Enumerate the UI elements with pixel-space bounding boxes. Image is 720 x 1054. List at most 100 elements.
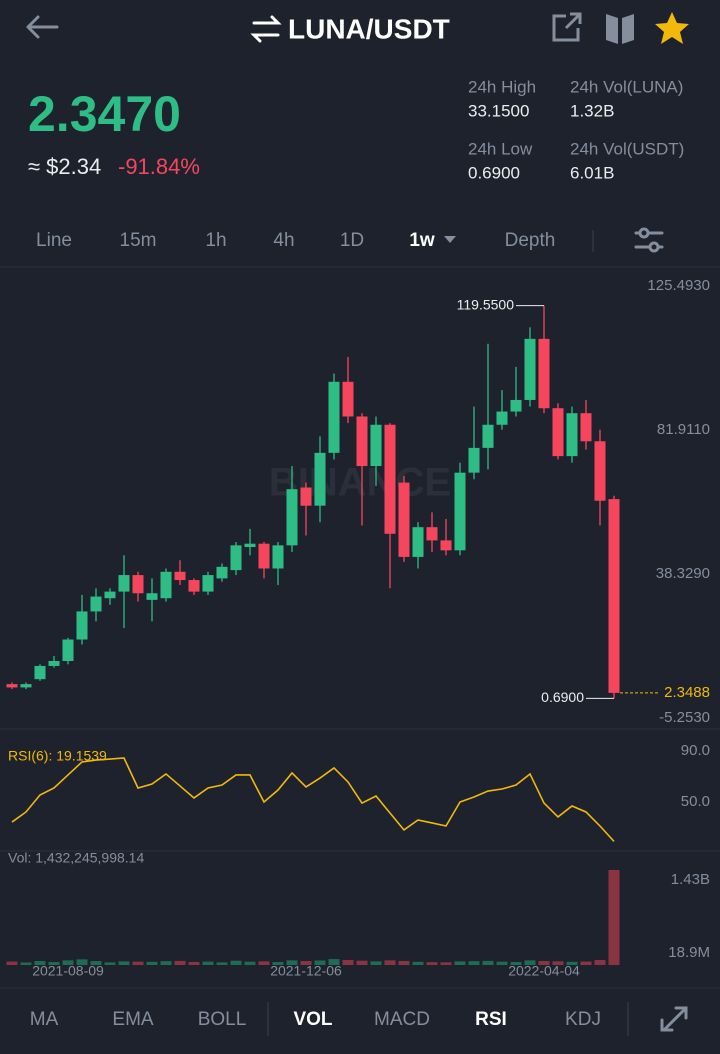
- candle-body: [258, 543, 270, 569]
- candle-body: [440, 540, 452, 551]
- stat-label: 24h Vol(LUNA): [570, 77, 683, 96]
- candle-body: [524, 338, 536, 400]
- candle-body: [412, 527, 424, 557]
- timeframe-tab[interactable]: 1w: [409, 230, 435, 251]
- date-label: 2021-12-06: [270, 963, 342, 979]
- price-axis-label: 38.3290: [656, 565, 710, 582]
- indicator-tab[interactable]: EMA: [112, 1009, 154, 1030]
- candle-body: [188, 580, 200, 592]
- candle-body: [398, 482, 410, 557]
- volume-bar: [524, 960, 536, 965]
- date-label: 2021-08-09: [32, 963, 104, 979]
- usd-price: ≈ $2.34: [28, 154, 101, 179]
- candle-body: [580, 413, 592, 442]
- candle-body: [104, 591, 116, 599]
- candle-body: [552, 408, 564, 457]
- volume-bar: [608, 869, 620, 965]
- favorite-button[interactable]: [655, 12, 689, 44]
- candle-body: [496, 411, 508, 425]
- candle-body: [174, 571, 186, 581]
- volume-bar: [552, 961, 564, 965]
- volume-bar: [594, 960, 606, 965]
- indicator-tab[interactable]: MA: [30, 1009, 59, 1030]
- candle-body: [118, 575, 130, 592]
- info-button[interactable]: [606, 14, 634, 44]
- dropdown-caret: [444, 236, 456, 243]
- stat-value: 1.32B: [570, 101, 614, 120]
- candle-body: [272, 545, 284, 569]
- volume-bar: [314, 960, 326, 965]
- volume-bar: [20, 962, 32, 965]
- volume-title: Vol: 1,432,245,998.14: [8, 850, 144, 866]
- volume-bar: [244, 961, 256, 965]
- expand-icon: [660, 1006, 688, 1032]
- candle-body: [510, 399, 522, 412]
- volume-bar: [104, 962, 116, 965]
- indicator-tab[interactable]: VOL: [293, 1009, 332, 1030]
- candle-body: [426, 527, 438, 541]
- candle-body: [146, 593, 158, 600]
- volume-bar: [160, 961, 172, 965]
- volume-bar: [468, 961, 480, 965]
- indicator-tab[interactable]: KDJ: [565, 1009, 601, 1030]
- fullscreen-button[interactable]: [660, 1006, 688, 1032]
- volume-axis-label: 1.43B: [671, 871, 710, 888]
- back-arrow: [26, 15, 59, 39]
- volume-bar: [216, 962, 228, 965]
- stat-value: 0.6900: [468, 163, 520, 182]
- candle-body: [608, 499, 620, 693]
- timeframe-tab[interactable]: Depth: [505, 230, 556, 251]
- candle-body: [62, 639, 74, 661]
- volume-bar: [202, 961, 214, 965]
- volume-bar: [356, 960, 368, 965]
- candle-body: [286, 489, 298, 546]
- volume-bar: [230, 960, 242, 965]
- share-icon: [552, 12, 582, 42]
- stat-label: 24h High: [468, 77, 536, 96]
- last-price-tag-bg: [658, 682, 714, 703]
- candle-body: [160, 571, 172, 599]
- candle-body: [384, 424, 396, 534]
- rsi-title: RSI(6): 19.1539: [8, 748, 107, 764]
- timeframe-tab[interactable]: 1h: [205, 230, 226, 251]
- indicator-tab[interactable]: RSI: [475, 1009, 507, 1030]
- candle-body: [468, 447, 480, 473]
- candle-body: [216, 566, 228, 579]
- volume-bar: [6, 961, 18, 965]
- volume-bar: [412, 961, 424, 965]
- last-price: 2.3470: [28, 86, 181, 142]
- candle-body: [90, 596, 102, 612]
- volume-bar: [300, 961, 312, 965]
- timeframe-tab[interactable]: Line: [36, 230, 72, 251]
- candle-body: [244, 543, 256, 548]
- last-price-tag: 2.3488: [664, 684, 710, 701]
- candle-body: [594, 441, 606, 501]
- swap-icon[interactable]: [250, 15, 282, 43]
- stat-value: 6.01B: [570, 163, 614, 182]
- volume-bar: [90, 961, 102, 965]
- volume-bar: [286, 960, 298, 965]
- candle-body: [342, 381, 354, 417]
- candle-body: [48, 660, 60, 666]
- candle-body: [202, 575, 214, 592]
- stat-label: 24h Low: [468, 139, 533, 158]
- candle-body: [132, 575, 144, 594]
- timeframe-tab[interactable]: 15m: [120, 230, 157, 251]
- volume-bar: [398, 961, 410, 965]
- volume-bar: [342, 960, 354, 965]
- price-axis-label: -5.2530: [659, 709, 710, 726]
- candle-body: [356, 416, 368, 467]
- indicator-tab[interactable]: MACD: [374, 1009, 430, 1030]
- share-button[interactable]: [552, 12, 582, 42]
- back-button[interactable]: [26, 15, 59, 39]
- price-change: -91.84%: [118, 154, 200, 179]
- star-icon: [655, 12, 689, 44]
- settings-knob: [638, 227, 650, 239]
- chart-settings-button[interactable]: [634, 227, 664, 253]
- indicator-tab[interactable]: BOLL: [198, 1009, 247, 1030]
- timeframe-tab[interactable]: 4h: [273, 230, 294, 251]
- candle-body: [566, 413, 578, 457]
- timeframe-tab[interactable]: 1D: [340, 230, 364, 251]
- volume-bar: [76, 959, 88, 965]
